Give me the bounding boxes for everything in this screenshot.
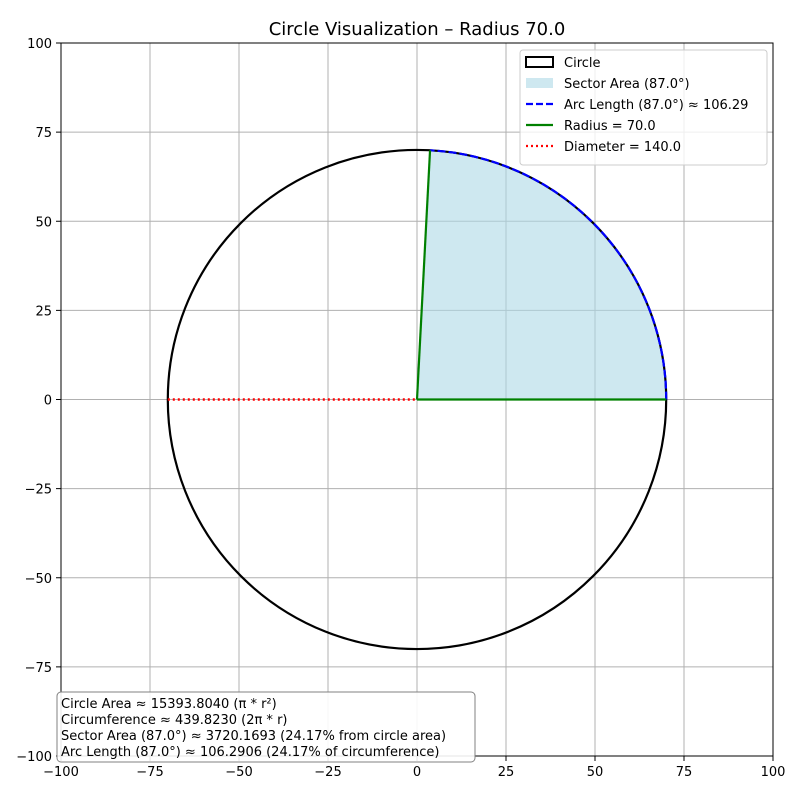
x-tick-label: 50 bbox=[587, 765, 604, 780]
info-line: Arc Length (87.0°) ≈ 106.2906 (24.17% of… bbox=[61, 745, 440, 760]
x-tick-label: 25 bbox=[498, 765, 515, 780]
y-tick-label: −50 bbox=[25, 572, 52, 587]
legend-label: Diameter = 140.0 bbox=[564, 140, 681, 155]
y-tick-label: −25 bbox=[25, 483, 52, 498]
legend: Circle Sector Area (87.0°) Arc Length (87.… bbox=[519, 49, 768, 166]
legend-handle-circle bbox=[525, 56, 554, 68]
info-line: Sector Area (87.0°) ≈ 3720.1693 (24.17% … bbox=[61, 729, 446, 744]
legend-label: Arc Length (87.0°) ≈ 106.29 bbox=[564, 98, 748, 113]
info-line: Circle Area ≈ 15393.8040 (π * r²) bbox=[61, 697, 277, 712]
radius-line bbox=[415, 150, 432, 400]
x-tick-label: 0 bbox=[413, 765, 421, 780]
y-tick-label: −75 bbox=[25, 661, 52, 676]
arc-length-line bbox=[429, 149, 668, 400]
plot-area bbox=[166, 148, 668, 651]
legend-label: Circle bbox=[564, 56, 601, 71]
y-tick-label: 100 bbox=[27, 37, 52, 52]
x-tick-label: −25 bbox=[314, 765, 341, 780]
legend-label: Radius = 70.0 bbox=[564, 119, 656, 134]
sector-area bbox=[417, 150, 667, 400]
y-tick-label: 0 bbox=[44, 394, 52, 409]
chart-title: Circle Visualization – Radius 70.0 bbox=[269, 19, 566, 40]
axes: −100 −75 −50 −25 0 25 50 75 100 −100 −75 −50 −25 0 25 5… bbox=[16, 37, 785, 780]
legend-handle-sector bbox=[526, 78, 553, 88]
x-tick-label: −100 bbox=[43, 765, 79, 780]
x-tick-label: −75 bbox=[136, 765, 163, 780]
info-box-frame bbox=[56, 691, 476, 763]
info-line: Circumference ≈ 439.8230 (2π * r) bbox=[61, 713, 287, 728]
x-tick-label: −50 bbox=[225, 765, 252, 780]
x-tick-label: 100 bbox=[761, 765, 786, 780]
y-tick-label: 75 bbox=[35, 126, 52, 141]
legend-box bbox=[519, 49, 768, 166]
y-tick-label: 25 bbox=[35, 304, 52, 319]
info-box: Circle Area ≈ 15393.8040 (π * r²)Circumf… bbox=[56, 691, 476, 763]
x-tick-label: 75 bbox=[676, 765, 693, 780]
y-tick-label: −100 bbox=[16, 750, 52, 765]
legend-label: Sector Area (87.0°) bbox=[564, 77, 690, 92]
y-tick-label: 50 bbox=[35, 215, 52, 230]
